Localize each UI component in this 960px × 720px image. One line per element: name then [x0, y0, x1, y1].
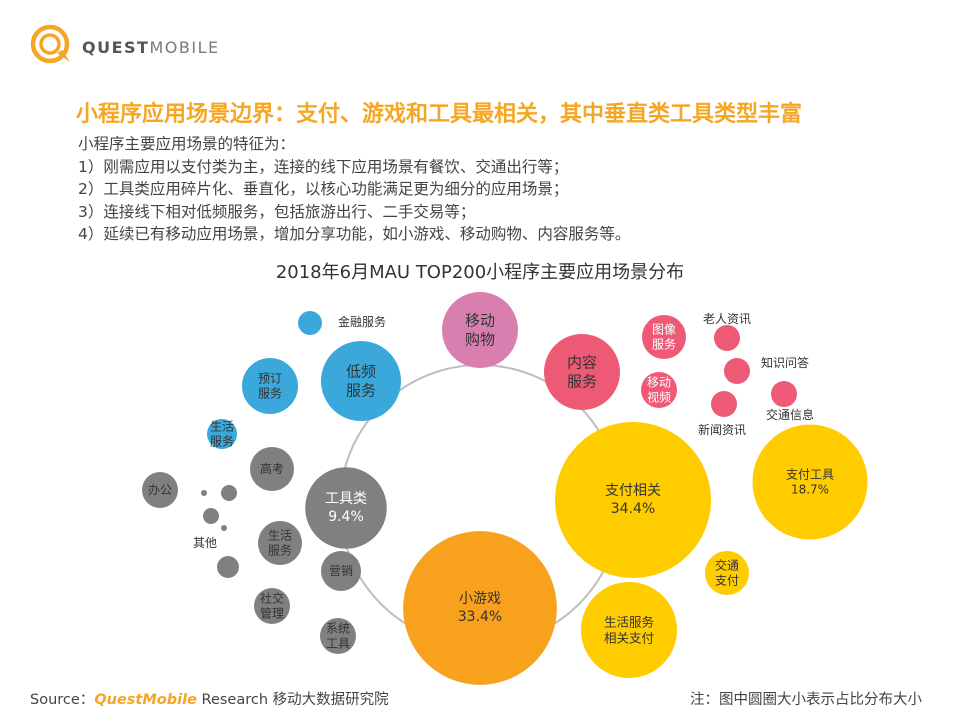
sub-bubble-label: 营销 [329, 564, 353, 578]
main-bubble-label: 移动 [465, 311, 495, 329]
sub-bubble [711, 391, 737, 417]
sub-bubble-label: 交通 [715, 557, 739, 572]
sub-bubble-label: 支付工具 [786, 467, 834, 481]
other-dot [203, 508, 219, 524]
other-dot [217, 556, 239, 578]
sub-bubble-label: 管理 [260, 606, 284, 621]
sub-bubble [250, 447, 294, 491]
intro-line: 小程序主要应用场景的特征为： [78, 135, 296, 153]
intro-line: 3）连接线下相对低频服务，包括旅游出行、二手交易等； [78, 202, 476, 221]
sub-bubble [641, 372, 677, 408]
main-bubble-label: 低频 [346, 362, 376, 380]
sub-bubble [142, 472, 178, 508]
source-brand: QuestMobile [94, 692, 197, 708]
main-bubble-label: 购物 [465, 331, 495, 349]
sub-bubble-label: 预订 [258, 371, 282, 385]
sub-bubble-label: 相关支付 [604, 631, 654, 646]
sub-bubble [242, 358, 298, 414]
sub-bubble-label: 知识问答 [761, 355, 809, 370]
sub-bubble-label: 18.7% [791, 483, 829, 497]
main-bubble [555, 422, 711, 578]
chart-title: 2018年6月MAU TOP200小程序主要应用场景分布 [275, 262, 685, 283]
main-bubble [442, 292, 518, 368]
main-bubble-label: 小游戏 [459, 591, 501, 607]
sub-bubble-label: 工具 [326, 637, 350, 651]
logo-mark-icon [30, 24, 70, 64]
sub-bubble-label: 服务 [210, 434, 234, 449]
sub-bubble-label: 金融服务 [338, 314, 386, 329]
sub-bubble-label: 交通信息 [766, 407, 814, 422]
sub-bubble [254, 588, 290, 624]
main-bubble-label: 服务 [567, 373, 597, 391]
sub-bubble-label: 社交 [260, 590, 284, 605]
sub-bubble-label: 其他 [193, 536, 217, 550]
main-bubble-label: 工具类 [325, 491, 367, 507]
other-dot [221, 485, 237, 501]
sub-bubble-label: 图像 [652, 322, 676, 336]
sub-bubble [642, 315, 686, 359]
sub-bubble-label: 服务 [652, 337, 676, 352]
source-prefix: Source： [30, 692, 95, 708]
main-bubble-label: 内容 [567, 353, 597, 371]
intro-line: 2）工具类应用碎片化、垂直化，以核心功能满足更为细分的应用场景； [78, 180, 569, 198]
sub-bubble [320, 618, 356, 654]
sub-bubble [752, 424, 868, 540]
sub-bubble [724, 358, 750, 384]
source-footer: Source：QuestMobile Research 移动大数据研究院 [30, 688, 389, 709]
sub-bubble [258, 521, 302, 565]
sub-bubble [298, 311, 322, 335]
sub-bubble [581, 582, 677, 678]
sub-bubble-label: 高考 [260, 461, 284, 476]
main-bubble-label: 34.4% [611, 501, 655, 517]
questmobile-logo [26, 22, 226, 66]
sub-bubble [714, 325, 740, 351]
intro-text: 小程序主要应用场景的特征为： 1）刚需应用以支付类为主，连接的线下应用场景有餐饮… [78, 133, 630, 246]
main-bubble-label: 33.4% [458, 609, 502, 625]
source-suffix: Research 移动大数据研究院 [196, 692, 389, 708]
sub-bubble-label: 生活服务 [604, 615, 654, 630]
logo-wordmark: QUESTMOBILE [82, 38, 220, 57]
sub-bubble-label: 移动 [647, 375, 671, 389]
sub-bubble-label: 视频 [647, 390, 671, 405]
sub-bubble-label: 老人资讯 [703, 312, 751, 326]
sub-bubble-label: 新闻资讯 [698, 422, 746, 437]
main-bubble [305, 467, 387, 549]
sub-bubble-label: 服务 [268, 543, 292, 558]
main-bubble [403, 531, 557, 685]
other-dot [221, 525, 227, 531]
sub-bubble [207, 419, 237, 449]
sub-bubble-label: 支付 [715, 574, 739, 588]
main-bubble-label: 支付相关 [605, 483, 661, 499]
intro-line: 4）延续已有移动应用场景，增加分享功能，如小游戏、移动购物、内容服务等。 [78, 225, 631, 243]
sub-bubble-label: 系统 [326, 621, 350, 635]
page-headline: 小程序应用场景边界：支付、游戏和工具最相关，其中垂直类工具类型丰富 [76, 102, 803, 127]
sub-bubble-label: 生活 [210, 419, 234, 433]
chart-note: 注：图中圆圈大小表示占比分布大小 [690, 692, 922, 708]
sub-bubble-label: 服务 [258, 386, 282, 401]
main-bubble [321, 341, 401, 421]
other-dot [201, 490, 207, 496]
main-bubble [544, 334, 620, 410]
main-bubble-label: 9.4% [328, 509, 364, 525]
main-bubble-label: 服务 [346, 382, 376, 400]
sub-bubble-label: 生活 [268, 528, 292, 542]
sub-bubble [321, 551, 361, 591]
sub-bubble [705, 551, 749, 595]
sub-bubble-label: 办公 [148, 482, 172, 497]
sub-bubble [771, 381, 797, 407]
intro-line: 1）刚需应用以支付类为主，连接的线下应用场景有餐饮、交通出行等； [78, 157, 569, 176]
